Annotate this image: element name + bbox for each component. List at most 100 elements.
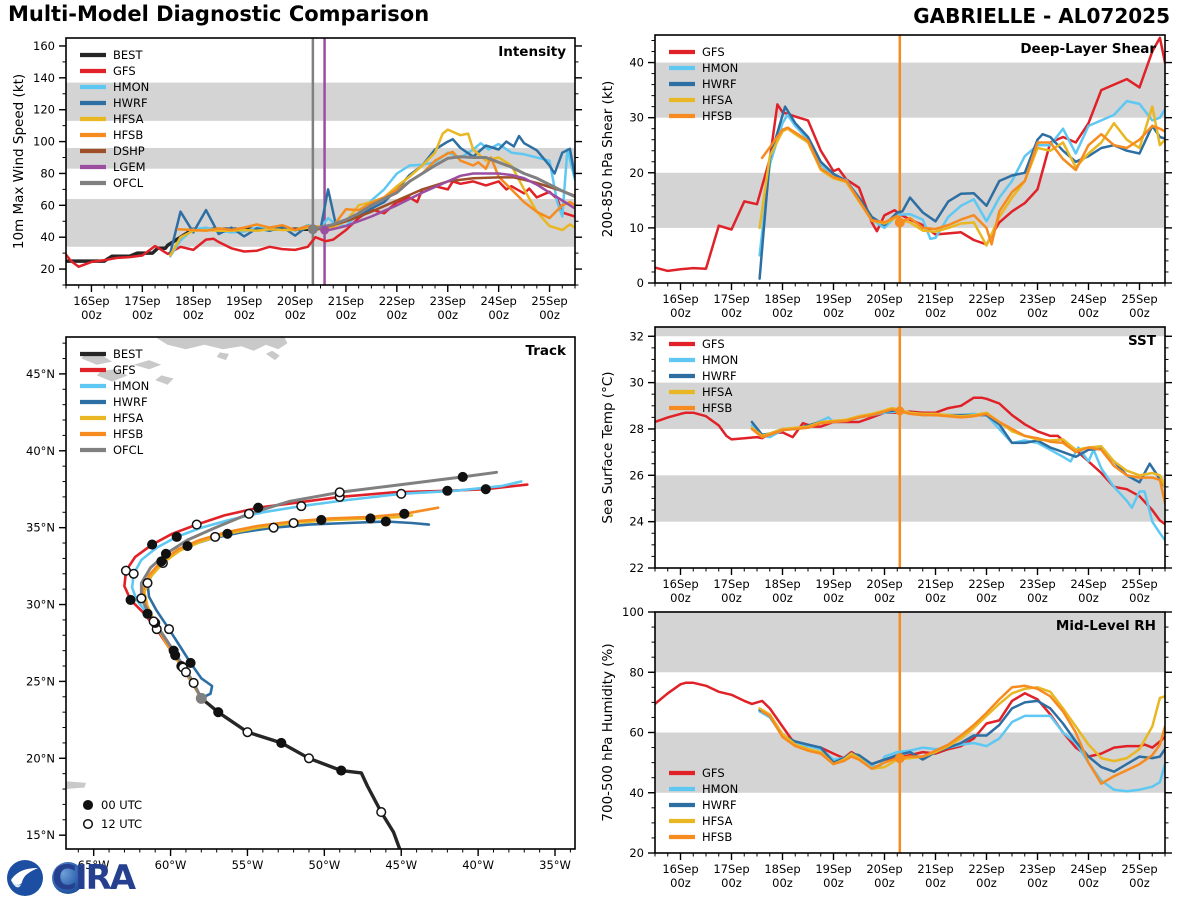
svg-text:18Sep: 18Sep (764, 862, 800, 876)
svg-text:HFSA: HFSA (702, 93, 733, 107)
svg-text:HMON: HMON (702, 353, 738, 367)
svg-text:DSHP: DSHP (113, 144, 145, 158)
svg-text:GFS: GFS (702, 337, 725, 351)
svg-text:24Sep: 24Sep (1070, 292, 1106, 306)
svg-text:HMON: HMON (113, 379, 149, 393)
svg-text:24Sep: 24Sep (480, 294, 516, 308)
svg-text:30: 30 (629, 111, 644, 125)
svg-text:19Sep: 19Sep (815, 292, 851, 306)
svg-text:24Sep: 24Sep (1070, 862, 1106, 876)
svg-text:00z: 00z (772, 876, 793, 890)
svg-text:BEST: BEST (113, 347, 143, 361)
svg-text:HFSA: HFSA (702, 385, 733, 399)
svg-text:25Sep: 25Sep (531, 294, 567, 308)
svg-text:00z: 00z (823, 306, 844, 320)
svg-text:00z: 00z (925, 306, 946, 320)
svg-text:100: 100 (622, 605, 644, 619)
svg-text:00z: 00z (670, 591, 691, 605)
svg-text:00z: 00z (539, 308, 560, 322)
svg-text:BEST: BEST (113, 48, 143, 62)
svg-text:HWRF: HWRF (113, 395, 148, 409)
svg-text:HFSA: HFSA (113, 411, 144, 425)
cira-globe-icon (52, 861, 84, 894)
svg-text:22Sep: 22Sep (968, 577, 1004, 591)
intensity-svg: 16Sep00z17Sep00z18Sep00z19Sep00z20Sep00z… (11, 37, 582, 322)
svg-text:19Sep: 19Sep (226, 294, 262, 308)
svg-text:23Sep: 23Sep (1019, 862, 1055, 876)
svg-text:20: 20 (40, 262, 55, 276)
svg-text:24Sep: 24Sep (1070, 577, 1106, 591)
svg-text:HWRF: HWRF (702, 369, 737, 383)
svg-text:GFS: GFS (113, 64, 136, 78)
svg-text:00z: 00z (336, 308, 357, 322)
svg-text:00z: 00z (721, 306, 742, 320)
rh-svg: 16Sep00z17Sep00z18Sep00z19Sep00z20Sep00z… (600, 605, 1172, 890)
svg-text:00z: 00z (1078, 591, 1099, 605)
svg-text:GFS: GFS (113, 363, 136, 377)
svg-text:00z: 00z (823, 591, 844, 605)
svg-text:00z: 00z (1078, 876, 1099, 890)
svg-text:00z: 00z (976, 876, 997, 890)
svg-text:00z: 00z (488, 308, 509, 322)
svg-text:16Sep: 16Sep (662, 292, 698, 306)
svg-text:700-500 hPa Humidity (%): 700-500 hPa Humidity (%) (600, 643, 616, 821)
svg-text:10m Max Wind Speed (kt): 10m Max Wind Speed (kt) (11, 74, 27, 249)
svg-text:60: 60 (629, 726, 644, 740)
svg-text:00z: 00z (721, 591, 742, 605)
svg-text:00z: 00z (234, 308, 255, 322)
svg-text:LGEM: LGEM (113, 160, 146, 174)
svg-text:HFSB: HFSB (113, 128, 143, 142)
svg-text:23Sep: 23Sep (1019, 577, 1055, 591)
svg-text:Intensity: Intensity (498, 44, 566, 60)
svg-text:21Sep: 21Sep (917, 292, 953, 306)
svg-text:HWRF: HWRF (113, 96, 148, 110)
svg-text:00z: 00z (1027, 306, 1048, 320)
svg-text:20: 20 (629, 846, 644, 860)
svg-text:200-850 hPa Shear (kt): 200-850 hPa Shear (kt) (600, 81, 616, 238)
svg-text:23Sep: 23Sep (1019, 292, 1055, 306)
svg-text:17Sep: 17Sep (713, 292, 749, 306)
svg-text:00z: 00z (874, 306, 895, 320)
svg-text:0: 0 (637, 276, 644, 290)
svg-text:19Sep: 19Sep (815, 862, 851, 876)
svg-text:00z: 00z (823, 876, 844, 890)
svg-text:40°W: 40°W (462, 858, 494, 872)
sst-svg: 16Sep00z17Sep00z18Sep00z19Sep00z20Sep00z… (600, 326, 1172, 605)
track-svg: 65°W 60°W 55°W 50°W 45°W 40°W 35°W 15°N 20°N 25°N… (26, 336, 576, 872)
noaa-logo (7, 859, 43, 896)
svg-text:20Sep: 20Sep (866, 862, 902, 876)
svg-text:60: 60 (40, 198, 55, 212)
svg-text:28: 28 (629, 422, 644, 436)
svg-text:35°W: 35°W (539, 858, 571, 872)
svg-text:25Sep: 25Sep (1121, 577, 1157, 591)
svg-text:12 UTC: 12 UTC (101, 817, 142, 831)
svg-text:GFS: GFS (702, 766, 725, 780)
svg-text:16Sep: 16Sep (662, 577, 698, 591)
svg-text:20Sep: 20Sep (277, 294, 313, 308)
svg-text:20: 20 (629, 166, 644, 180)
page-title: Multi-Model Diagnostic Comparison (8, 2, 430, 26)
shear-svg: 16Sep00z17Sep00z18Sep00z19Sep00z20Sep00z… (600, 34, 1172, 320)
svg-text:160: 160 (33, 39, 55, 53)
svg-text:Mid-Level RH: Mid-Level RH (1056, 618, 1156, 634)
svg-text:HFSB: HFSB (702, 830, 732, 844)
svg-text:HFSB: HFSB (113, 427, 143, 441)
svg-text:22Sep: 22Sep (968, 292, 1004, 306)
svg-text:40: 40 (629, 56, 644, 70)
svg-text:00z: 00z (670, 306, 691, 320)
intensity-chart: 16Sep 00z 17Sep 00z 18Sep 00z 19Sep 00z 20Sep 00z… (10, 30, 587, 335)
svg-text:HWRF: HWRF (702, 798, 737, 812)
svg-text:00z: 00z (670, 876, 691, 890)
svg-text:60°W: 60°W (155, 858, 187, 872)
svg-text:00z: 00z (874, 876, 895, 890)
svg-text:GFS: GFS (702, 45, 725, 59)
svg-text:20Sep: 20Sep (866, 292, 902, 306)
svg-text:19Sep: 19Sep (815, 577, 851, 591)
svg-text:16Sep: 16Sep (73, 294, 109, 308)
svg-text:24: 24 (629, 515, 644, 529)
svg-text:00z: 00z (1027, 876, 1048, 890)
svg-text:25Sep: 25Sep (1121, 862, 1157, 876)
svg-text:00z: 00z (772, 591, 793, 605)
svg-text:HFSB: HFSB (702, 109, 732, 123)
